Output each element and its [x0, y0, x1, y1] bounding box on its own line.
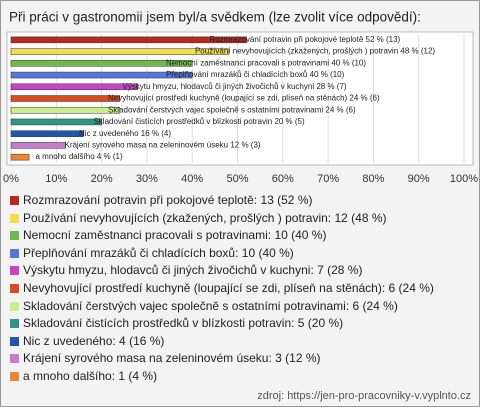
legend-item: Nic z uvedeného: 4 (16 %) [9, 334, 471, 349]
x-tick-label: 20% [91, 173, 113, 185]
legend-label: Používání nevyhovujících (zkažených, pro… [23, 210, 387, 225]
legend-swatch [10, 248, 19, 258]
bar-label: Rozmrazování potravin při pokojové teplo… [209, 35, 400, 44]
legend-item: Krájení syrového masa na zeleninovém úse… [9, 351, 471, 366]
x-tick-label: 60% [272, 173, 294, 185]
bar-label: Nemocní zaměstnanci pracovali s potravin… [166, 58, 366, 67]
bar-label: a mnoho dalšího 4 % (1) [35, 152, 122, 161]
bar [10, 130, 84, 137]
legend-label: Krájení syrového masa na zeleninovém úse… [23, 351, 321, 366]
legend-label: Nevyhovující prostředí kuchyně (loupajíc… [23, 280, 434, 295]
legend: Rozmrazování potravin při pokojové teplo… [9, 193, 471, 387]
legend-item: Skladování čerstvých vajec společně s os… [9, 299, 471, 314]
bar-label: Skladování čerstvých vajec společně s os… [108, 105, 356, 114]
x-tick-label: 90% [408, 173, 430, 185]
legend-label: Skladování čistících prostředků v blízko… [23, 316, 344, 331]
bar-label: Skladování čistících prostředků v blízko… [93, 117, 305, 126]
x-tick-label: 70% [317, 173, 339, 185]
legend-swatch [10, 231, 19, 241]
bar [10, 153, 30, 161]
legend-item: Výskytu hmyzu, hlodavců či jiných živoči… [9, 263, 471, 278]
x-tick-label: 50% [226, 173, 248, 185]
legend-label: Přeplňování mrazáků či chladících boxů: … [23, 245, 294, 260]
bar-label: Nic z uvedeného 16 % (4) [79, 129, 171, 138]
bar-label: Nevyhovující prostředí kuchyně (loupajíc… [108, 94, 380, 103]
bar [10, 142, 66, 149]
bar [10, 36, 247, 44]
bar-label: Používání nevyhovujících (zkažených, pro… [195, 47, 435, 56]
legend-item: a mnoho dalšího: 1 (4 %) [9, 369, 471, 384]
legend-label: Nemocní zaměstnanci pracovali s potravin… [23, 228, 327, 243]
legend-label: a mnoho dalšího: 1 (4 %) [23, 368, 158, 383]
bar-label: Přeplňování mrazáků či chladících boxů 4… [166, 70, 345, 79]
legend-swatch [10, 354, 19, 364]
x-tick-label: 40% [181, 173, 203, 185]
legend-label: Nic z uvedeného: 4 (16 %) [23, 333, 165, 348]
legend-item: Nevyhovující prostředí kuchyně (loupajíc… [9, 281, 471, 296]
plot: Při práci v gastronomii jsem byl/a svědk… [3, 10, 478, 185]
legend-swatch [10, 266, 19, 276]
legend-swatch [10, 301, 19, 311]
legend-label: Rozmrazování potravin při pokojové teplo… [23, 193, 313, 207]
x-tick-label: 100% [450, 173, 478, 185]
legend-item: Nemocní zaměstnanci pracovali s potravin… [9, 228, 471, 243]
legend-swatch [10, 213, 19, 223]
bar [10, 118, 102, 126]
bar [10, 48, 229, 55]
bar [10, 83, 139, 91]
legend-swatch [10, 196, 19, 205]
x-tick-label: 10% [45, 173, 67, 185]
bar [10, 106, 120, 114]
legend-item: Používání nevyhovujících (zkažených, pro… [9, 211, 471, 226]
legend-swatch [10, 371, 19, 381]
bar-label: Výskytu hmyzu, hlodavců či jiných živoči… [122, 82, 346, 91]
bar [10, 60, 193, 67]
x-tick-label: 30% [136, 173, 158, 185]
legend-swatch [10, 283, 19, 293]
legend-item: Skladování čistících prostředků v blízko… [9, 316, 471, 331]
legend-label: Výskytu hmyzu, hlodavců či jiných živoči… [23, 263, 363, 278]
bar [10, 71, 193, 79]
legend-swatch [10, 336, 19, 346]
bar [10, 95, 120, 102]
chart-title: Při práci v gastronomii jsem byl/a svědk… [9, 10, 421, 25]
source: zdroj: https://jen-pro-pracovniky-v.vypl… [257, 390, 471, 402]
legend-label: Skladování čerstvých vajec společně s os… [23, 298, 398, 313]
x-tick-label: 80% [362, 173, 384, 185]
legend-swatch [10, 319, 19, 329]
x-tick-label: 0% [3, 173, 19, 185]
legend-item: Rozmrazování potravin při pokojové teplo… [9, 193, 471, 208]
bar-label: Krájení syrového masa na zeleninovém úse… [64, 141, 260, 150]
legend-item: Přeplňování mrazáků či chladících boxů: … [9, 246, 471, 261]
